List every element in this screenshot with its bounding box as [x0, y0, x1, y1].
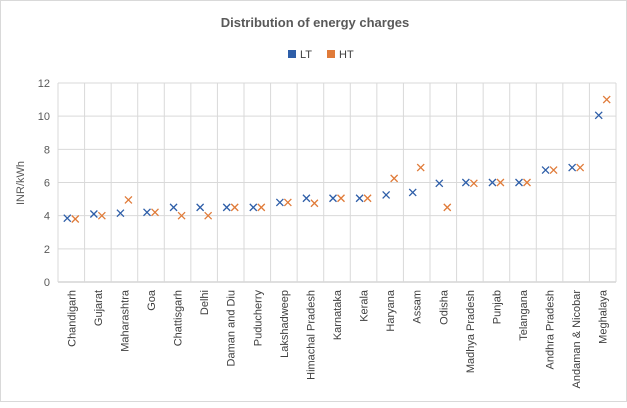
point-lt	[302, 194, 311, 203]
x-axis-ticks: Chandigarh Gujarat Maharashtra Goa Chattisga…	[66, 289, 609, 388]
legend-item-ht: HT	[327, 49, 354, 61]
x-tick-label: Lakshadweep	[279, 290, 291, 358]
point-lt	[408, 188, 417, 197]
x-tick-label: Chattisgarh	[173, 290, 185, 346]
point-lt	[568, 163, 577, 172]
x-tick-label: Kerala	[359, 289, 371, 322]
point-lt	[196, 203, 205, 212]
point-lt	[143, 208, 151, 217]
point-lt	[382, 190, 391, 199]
point-ht	[390, 174, 399, 183]
point-ht	[204, 211, 213, 220]
point-ht	[97, 211, 106, 220]
point-ht	[602, 95, 611, 104]
x-tick-label: Himachal Pradesh	[305, 290, 317, 380]
x-tick-label: Andhra Pradesh	[545, 290, 557, 370]
point-ht	[177, 211, 186, 220]
x-tick-label: Puducherry	[252, 290, 264, 347]
point-ht	[443, 203, 452, 212]
point-ht	[496, 178, 505, 187]
x-tick-label: Maharashtra	[119, 289, 131, 352]
legend-swatch	[327, 50, 335, 58]
point-ht	[469, 179, 478, 188]
point-lt	[594, 111, 603, 120]
point-lt	[116, 209, 125, 218]
point-ht	[124, 195, 133, 204]
chart-title: Distribution of energy charges	[221, 15, 410, 30]
point-lt	[169, 203, 178, 212]
y-tick-label: 10	[38, 111, 50, 123]
x-tick-label: Madhya Pradesh	[465, 290, 477, 373]
point-ht	[71, 215, 80, 223]
y-tick-label: 2	[44, 244, 50, 256]
y-tick-label: 0	[44, 277, 50, 289]
legend-swatch	[288, 50, 296, 58]
x-tick-label: Chandigarh	[66, 290, 78, 347]
point-ht	[283, 198, 292, 207]
grid	[57, 82, 617, 283]
y-axis-label: INR/kWh	[15, 161, 27, 205]
point-ht	[363, 194, 372, 203]
point-lt	[329, 194, 337, 203]
x-tick-label: Odisha	[438, 289, 450, 325]
x-tick-label: Goa	[146, 289, 158, 311]
point-ht	[337, 194, 345, 203]
y-axis-ticks: 0 2 4 6 8 10 12	[38, 78, 50, 289]
point-ht	[257, 203, 266, 212]
legend-label: LT	[300, 49, 312, 61]
point-ht	[549, 166, 558, 175]
y-tick-label: 6	[44, 178, 50, 190]
point-lt	[63, 214, 72, 223]
point-lt	[488, 178, 497, 187]
x-tick-label: Haryana	[385, 289, 397, 331]
point-lt	[355, 194, 364, 203]
y-tick-label: 8	[44, 144, 50, 156]
legend-label: HT	[339, 49, 354, 61]
point-ht	[576, 163, 585, 172]
data-marks	[63, 95, 611, 223]
x-tick-label: Daman and Diu	[226, 290, 238, 366]
x-tick-label: Meghalaya	[598, 289, 610, 344]
point-ht	[416, 163, 425, 172]
point-lt	[515, 178, 523, 187]
x-tick-label: Gujarat	[93, 290, 105, 326]
point-ht	[230, 203, 239, 212]
y-tick-label: 4	[44, 211, 50, 223]
x-tick-label: Telangana	[518, 289, 530, 341]
point-lt	[541, 166, 550, 175]
x-tick-label: Karnataka	[332, 289, 344, 340]
x-tick-label: Andaman & Nicobar	[571, 290, 583, 389]
x-tick-label: Assam	[412, 290, 424, 324]
point-lt	[461, 178, 470, 187]
point-ht	[310, 199, 319, 208]
point-lt	[435, 179, 444, 188]
point-lt	[222, 203, 231, 212]
legend: LT HT	[288, 49, 354, 61]
point-lt	[89, 210, 98, 218]
point-ht	[523, 178, 531, 187]
x-tick-label: Punjab	[491, 290, 503, 324]
y-tick-label: 12	[38, 78, 50, 90]
point-lt	[275, 198, 284, 207]
point-lt	[249, 203, 258, 212]
x-tick-label: Delhi	[199, 290, 211, 315]
point-ht	[151, 208, 159, 217]
legend-item-lt: LT	[288, 49, 312, 61]
